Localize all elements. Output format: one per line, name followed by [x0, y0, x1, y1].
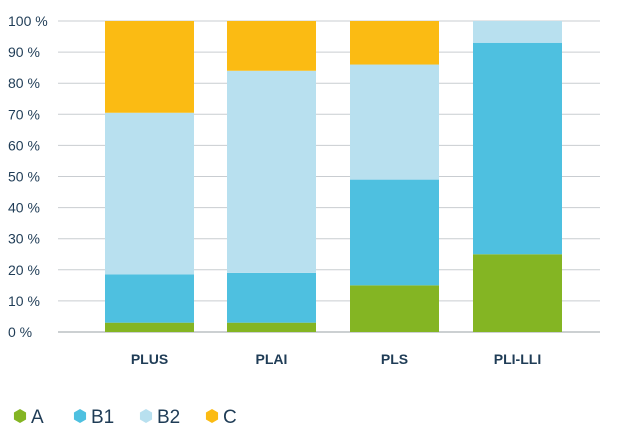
bar-segment-a	[350, 285, 439, 332]
bar-segment-c	[350, 21, 439, 65]
bar-segment-b2	[105, 112, 194, 275]
bar-segment-b1	[227, 272, 316, 323]
y-tick-label: 70 %	[8, 106, 40, 122]
bar-segment-c	[105, 21, 194, 113]
x-category-label: PLI-LLI	[494, 351, 541, 367]
bar-segment-a	[473, 254, 562, 332]
bar-segment-b2	[473, 21, 562, 43]
x-category-label: PLAI	[256, 351, 288, 367]
bar-segment-b1	[473, 42, 562, 255]
hexagon-icon	[13, 409, 27, 423]
y-tick-label: 40 %	[8, 200, 40, 216]
legend-label: A	[31, 407, 44, 425]
x-axis-categories: PLUS PLAI PLS PLI-LLI	[131, 351, 541, 367]
y-tick-label: 10 %	[8, 293, 40, 309]
bar-segment-b2	[227, 70, 316, 273]
bar-segment-b1	[350, 179, 439, 286]
y-tick-label: 100 %	[8, 13, 48, 29]
y-axis-ticks: 0 % 10 % 20 % 30 % 40 % 50 % 60 % 70 % 80 % 90 % 1…	[8, 13, 48, 340]
y-tick-label: 80 %	[8, 75, 40, 91]
y-tick-label: 60 %	[8, 137, 40, 153]
bars-layer	[105, 21, 562, 332]
bar-segment-b1	[105, 274, 194, 323]
y-tick-label: 20 %	[8, 262, 40, 278]
y-tick-label: 90 %	[8, 44, 40, 60]
x-category-label: PLS	[381, 351, 408, 367]
bar-segment-a	[105, 322, 194, 332]
hexagon-icon	[139, 409, 153, 423]
y-tick-label: 30 %	[8, 231, 40, 247]
bar-segment-c	[227, 21, 316, 71]
y-tick-label: 0 %	[8, 324, 32, 340]
legend-label: B1	[91, 407, 114, 425]
legend-label: B2	[157, 407, 180, 425]
bar-segment-a	[227, 322, 316, 332]
legend-label: C	[223, 407, 237, 425]
y-tick-label: 50 %	[8, 169, 40, 185]
hexagon-icon	[73, 409, 87, 423]
x-category-label: PLUS	[131, 351, 168, 367]
hexagon-icon	[205, 409, 219, 423]
legend: A B1 B2 C	[13, 407, 237, 425]
bar-segment-b2	[350, 64, 439, 180]
